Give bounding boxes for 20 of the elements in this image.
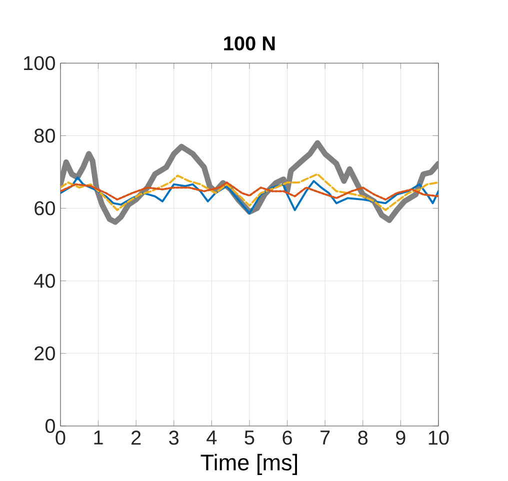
- x-tick-label: 2: [132, 430, 141, 445]
- y-tick-label: 60: [34, 201, 55, 216]
- x-tick-label: 6: [282, 430, 292, 445]
- x-tick-label: 10: [428, 430, 449, 445]
- x-tick-label: 5: [244, 430, 254, 445]
- x-tick-label: 7: [320, 430, 330, 444]
- y-tick-label: 0: [45, 419, 55, 434]
- line-series: [60, 182, 438, 201]
- x-tick-label: 1: [94, 430, 103, 444]
- x-tick-label: 0: [56, 430, 66, 445]
- y-tick-label: 40: [34, 274, 55, 288]
- x-tick-label: 4: [206, 430, 217, 444]
- chart-title: 100 N: [224, 36, 275, 51]
- y-tick-label: 80: [34, 128, 55, 143]
- y-tick-label: 20: [34, 346, 55, 361]
- x-tick-label: 3: [169, 430, 179, 445]
- x-axis-title: Time [ms]: [200, 454, 297, 476]
- y-tick-label: 100: [24, 56, 55, 70]
- x-tick-label: 9: [396, 430, 406, 445]
- x-tick-label: 8: [358, 430, 368, 445]
